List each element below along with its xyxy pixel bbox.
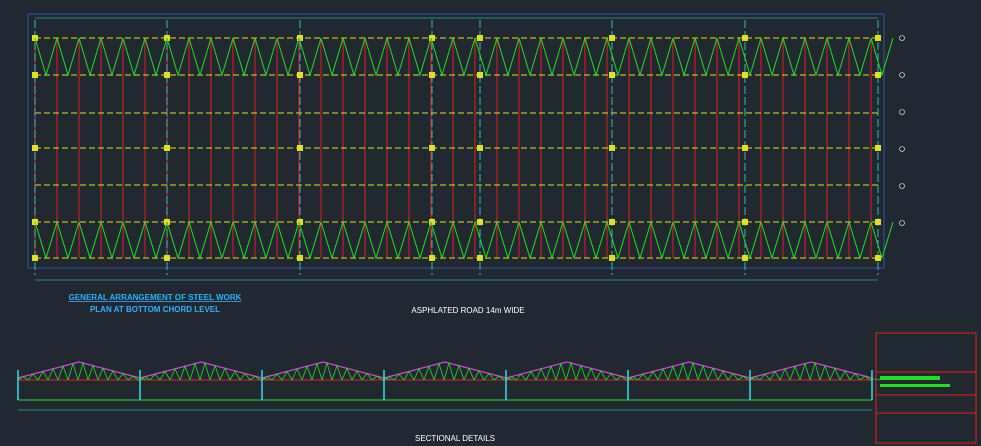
column bbox=[429, 255, 435, 261]
column bbox=[477, 219, 483, 225]
title-block bbox=[875, 332, 977, 444]
column bbox=[477, 145, 483, 151]
truss-web bbox=[749, 361, 881, 381]
section-view bbox=[17, 361, 881, 411]
column bbox=[164, 145, 170, 151]
grid-bubble bbox=[899, 35, 905, 41]
column bbox=[875, 219, 881, 225]
plan-subtitle: PLAN AT BOTTOM CHORD LEVEL bbox=[90, 305, 220, 314]
column bbox=[477, 255, 483, 261]
road-label: ASPHLATED ROAD 14m WIDE bbox=[411, 306, 524, 315]
column bbox=[429, 72, 435, 78]
column bbox=[875, 35, 881, 41]
column bbox=[32, 72, 38, 78]
grid-bubble bbox=[899, 72, 905, 78]
column bbox=[609, 72, 615, 78]
column bbox=[429, 219, 435, 225]
column bbox=[742, 255, 748, 261]
top-chord bbox=[17, 361, 141, 379]
grid-bubble bbox=[899, 109, 905, 115]
column bbox=[32, 255, 38, 261]
column bbox=[297, 145, 303, 151]
truss-web bbox=[627, 361, 759, 381]
column bbox=[875, 72, 881, 78]
plan-title: GENERAL ARRANGEMENT OF STEEL WORK bbox=[69, 293, 242, 302]
column bbox=[477, 35, 483, 41]
truss-web bbox=[17, 361, 149, 381]
column bbox=[429, 35, 435, 41]
column bbox=[297, 255, 303, 261]
column bbox=[297, 35, 303, 41]
column bbox=[609, 35, 615, 41]
truss-web bbox=[261, 361, 393, 381]
title-block-firm bbox=[880, 376, 940, 380]
column bbox=[875, 255, 881, 261]
top-chord bbox=[749, 361, 873, 379]
grid-bubble bbox=[899, 183, 905, 189]
grid-bubble bbox=[899, 220, 905, 226]
title-block-firm bbox=[880, 384, 950, 387]
top-chord bbox=[383, 361, 507, 379]
bracing bbox=[34, 37, 894, 77]
bracing bbox=[34, 221, 894, 260]
top-chord bbox=[505, 361, 629, 379]
column bbox=[297, 219, 303, 225]
column bbox=[742, 35, 748, 41]
column bbox=[742, 219, 748, 225]
column bbox=[477, 72, 483, 78]
column bbox=[164, 72, 170, 78]
column bbox=[32, 145, 38, 151]
column bbox=[742, 72, 748, 78]
column bbox=[429, 145, 435, 151]
column bbox=[742, 145, 748, 151]
top-chord bbox=[139, 361, 263, 379]
column bbox=[609, 145, 615, 151]
column bbox=[609, 219, 615, 225]
truss-web bbox=[383, 361, 515, 381]
plan-outline bbox=[27, 13, 885, 269]
top-chord bbox=[627, 361, 751, 379]
truss-web bbox=[139, 361, 271, 381]
column bbox=[609, 255, 615, 261]
plan-view bbox=[27, 13, 905, 281]
grid-bubble bbox=[899, 146, 905, 152]
section-title: SECTIONAL DETAILS bbox=[415, 434, 495, 443]
top-chord bbox=[261, 361, 385, 379]
column bbox=[297, 72, 303, 78]
truss-web bbox=[505, 361, 637, 381]
column bbox=[164, 255, 170, 261]
column bbox=[875, 145, 881, 151]
